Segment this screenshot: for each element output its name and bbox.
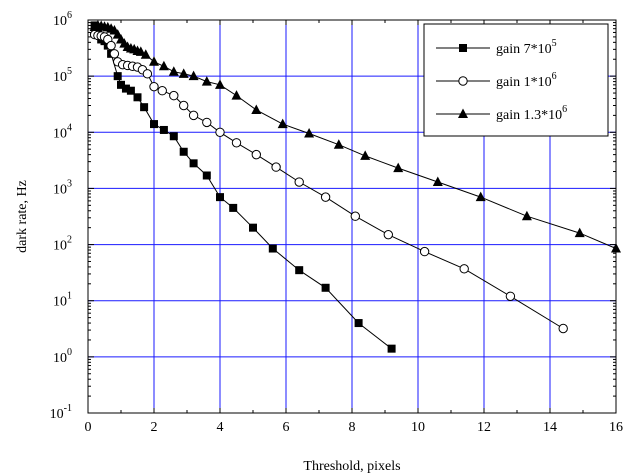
data-point-square [121,84,130,93]
legend-box [423,23,609,137]
data-point-square [189,159,198,168]
x-tick-label: 12 [477,420,491,435]
data-point-circle [109,49,120,59]
data-point-triangle [521,210,532,221]
x-axis-label: Threshold, pixels [303,459,400,474]
data-point-circle [459,264,469,274]
x-tick-label: 6 [283,420,290,435]
data-point-square [179,147,188,156]
data-point-square [354,319,363,328]
data-point-triangle [333,139,344,149]
y-tick-label: 100 [53,347,72,366]
data-point-square [169,132,178,141]
data-point-triangle [360,150,371,160]
data-point-circle [294,177,304,187]
legend: gain 7*105 gain 1*106 gain 1.3*106 [423,23,609,137]
data-point-square [229,203,238,212]
x-tick-label: 10 [411,420,425,435]
data-point-triangle [135,46,146,56]
data-point-square [249,223,257,232]
series-layer [89,19,621,353]
data-point-square [268,244,277,253]
data-point-triangle [158,60,169,71]
data-point-triangle [432,176,443,187]
data-point-triangle [304,128,315,138]
data-point-circle [157,86,167,96]
data-point-square [150,120,158,129]
data-point-square [216,193,224,202]
data-point-circle [169,90,179,101]
x-tick-label: 0 [85,420,92,435]
data-point-triangle [251,104,262,114]
data-point-square [113,72,122,81]
data-point-triangle [140,49,151,59]
data-point-square [159,125,168,134]
x-tick-label: 4 [217,420,224,435]
data-point-triangle [475,191,486,202]
data-point-square [387,344,396,353]
legend-marker-square [459,44,467,52]
data-point-square [202,171,211,180]
data-point-circle [188,110,199,121]
y-tick-label: 106 [53,10,72,29]
data-point-square [133,93,142,102]
series-triangle [89,19,621,253]
data-point-circle [271,162,281,172]
legend-label: gain 7*105 [496,38,557,57]
data-point-triangle [149,56,159,66]
data-point-triangle [393,162,404,173]
data-point-triangle [178,68,189,78]
data-point-triangle [201,76,212,86]
data-point-circle [149,81,159,92]
y-tick-label: 10-1 [50,403,72,422]
data-point-circle [142,69,153,79]
data-point-square [321,283,330,292]
data-point-triangle [215,79,225,89]
data-point-square [126,86,135,95]
series-circle [89,29,568,334]
data-point-circle [350,211,360,221]
data-point-triangle [188,70,199,81]
x-tick-label: 16 [609,420,623,435]
y-tick-label: 102 [53,235,72,254]
data-point-circle [419,246,430,257]
data-point-square [140,103,149,112]
data-point-square [295,266,304,275]
y-tick-label: 103 [53,178,72,197]
data-point-circle [231,138,242,148]
x-tick-label: 8 [349,420,356,435]
data-point-circle [505,291,516,301]
data-point-triangle [231,90,242,100]
y-tick-label: 101 [53,291,72,310]
data-point-circle [179,100,189,111]
data-point-circle [202,117,212,128]
data-point-circle [558,323,568,334]
data-point-circle [251,149,261,160]
x-tick-label: 14 [543,420,557,435]
y-tick-label: 104 [53,122,72,141]
series-line [94,25,392,350]
data-point-circle [320,192,331,202]
data-point-triangle [168,66,179,76]
data-point-triangle [277,118,288,129]
data-point-circle [215,127,225,137]
y-axis-label: dark rate, Hz [15,180,30,253]
legend-label: gain 1*106 [496,71,557,90]
data-point-triangle [574,227,585,238]
x-tick-label: 2 [151,420,158,435]
legend-label: gain 1.3*106 [496,104,567,123]
data-point-circle [383,229,393,240]
data-point-square [117,80,125,89]
data-point-circle [106,40,116,51]
legend-marker-triangle [458,108,468,118]
y-tick-label: 105 [53,66,72,85]
legend-marker-circle [458,76,468,86]
